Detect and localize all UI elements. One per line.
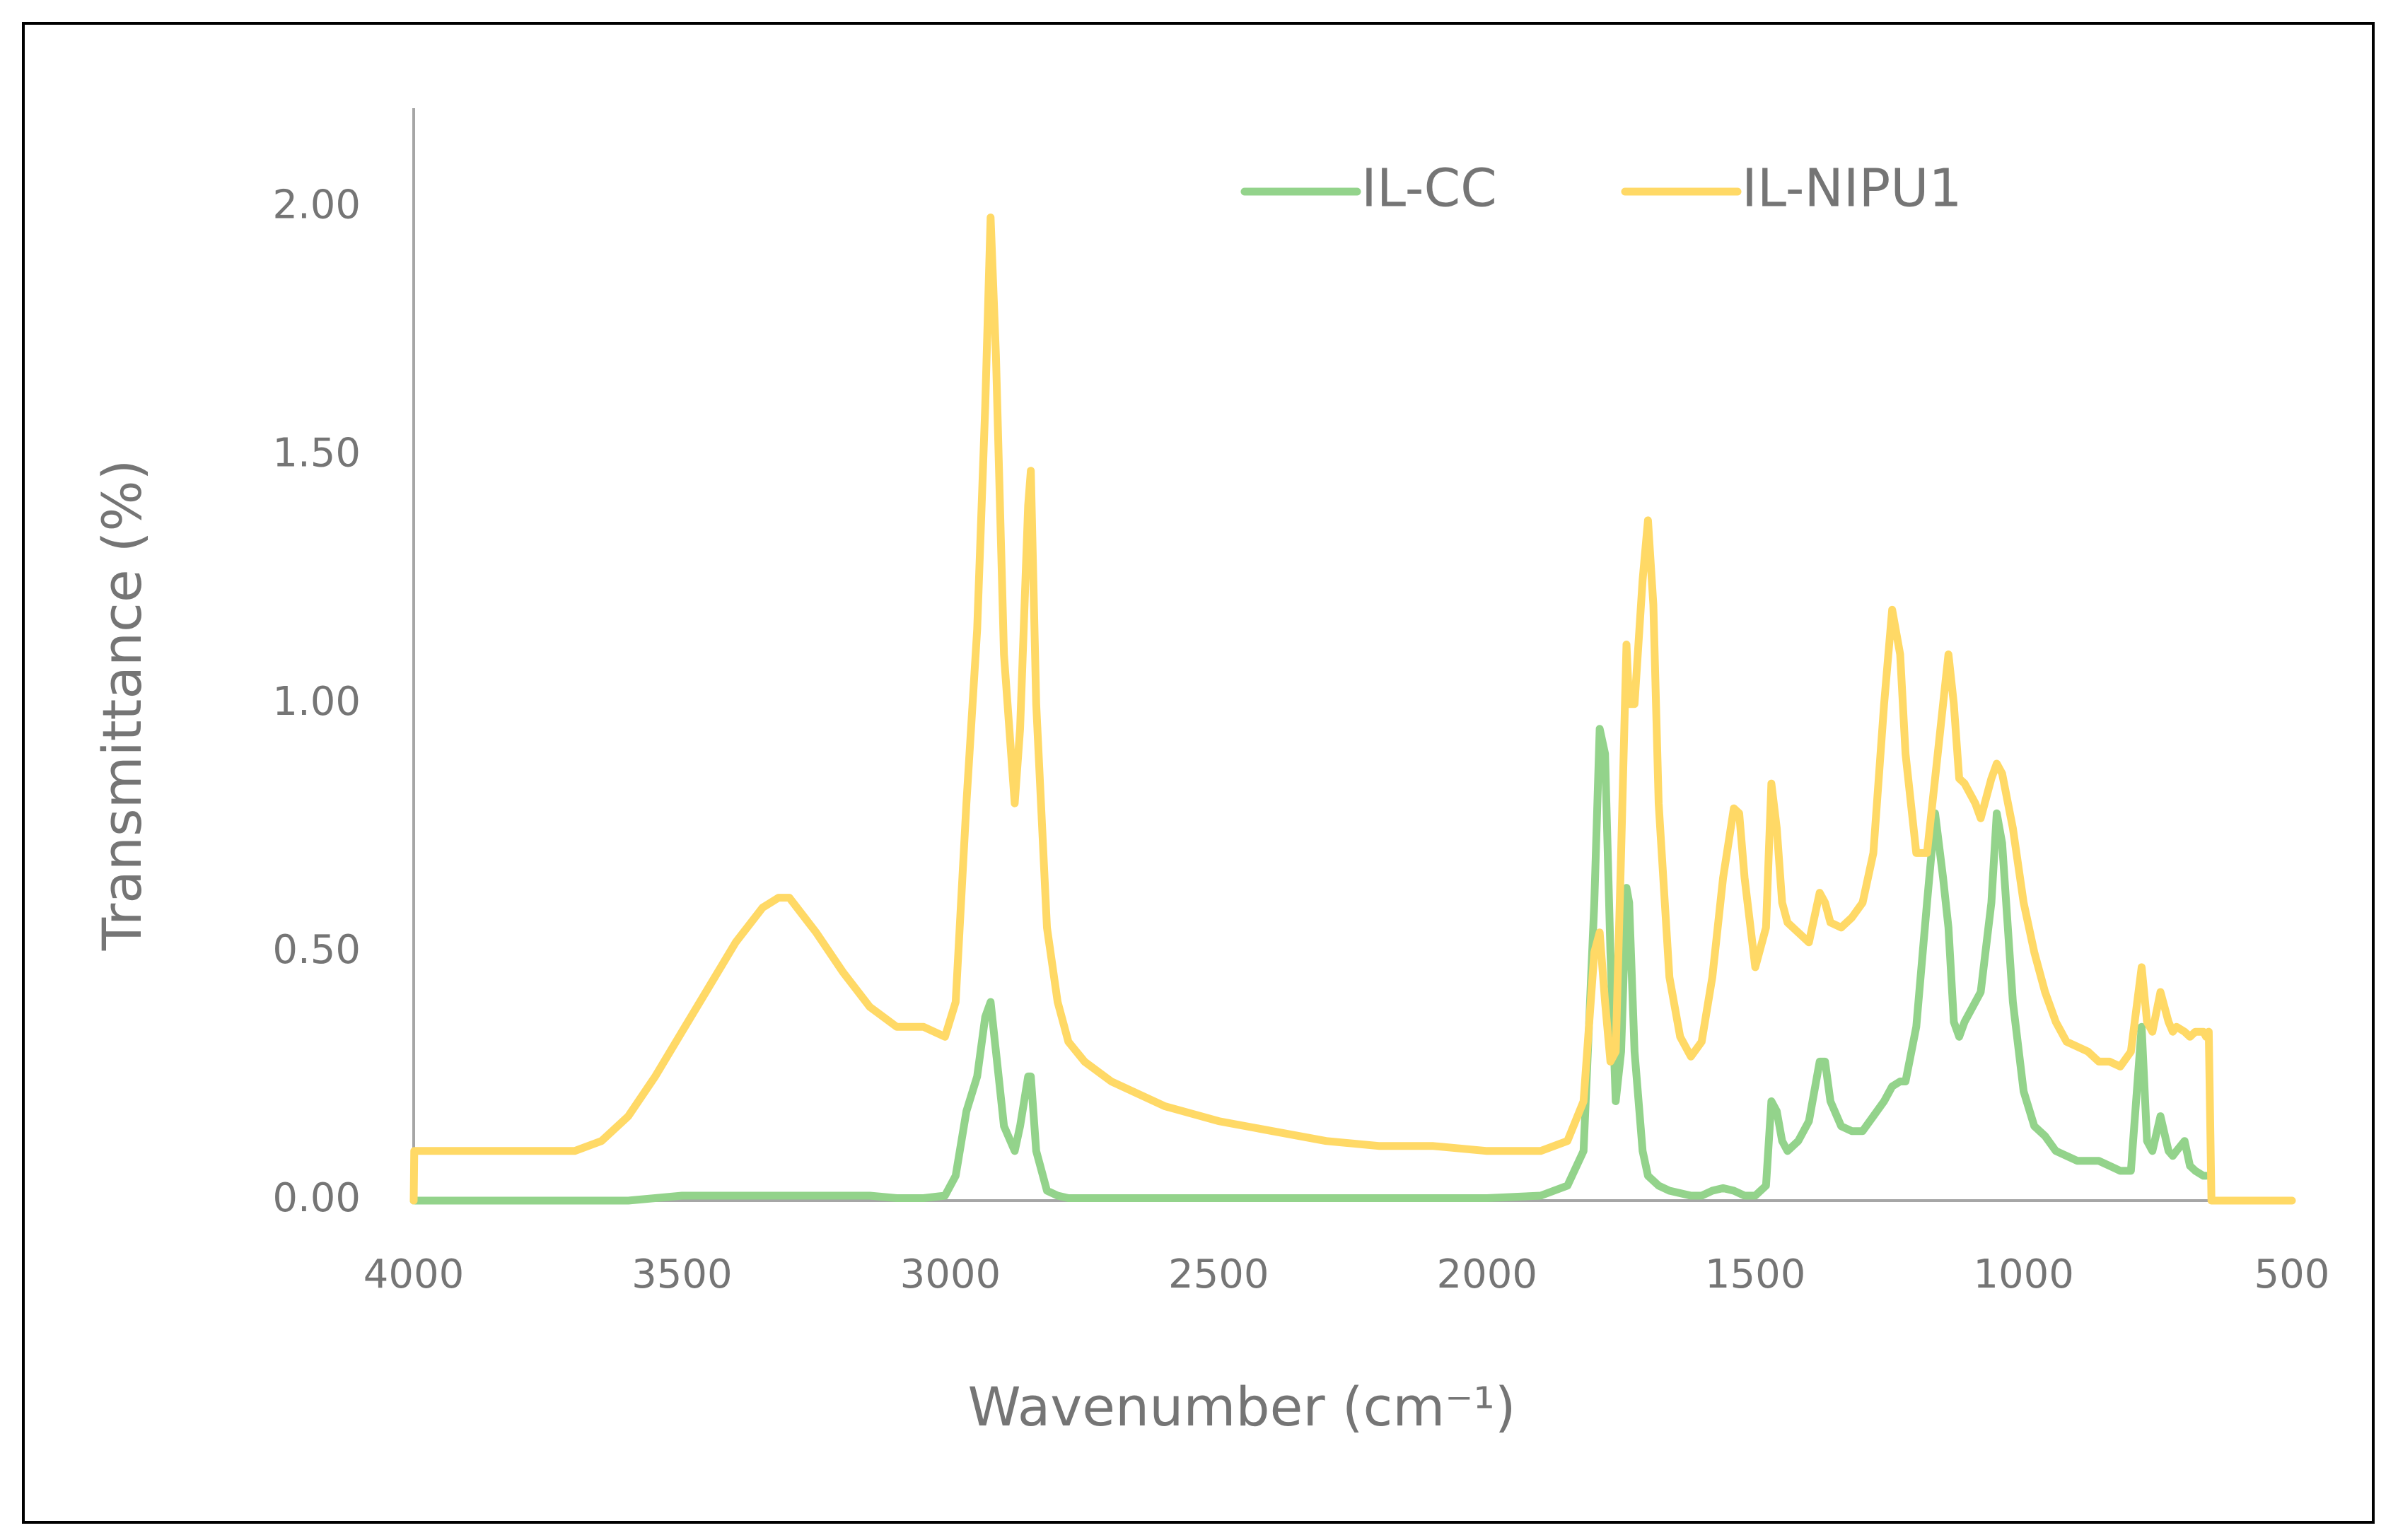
- x-tick-label: 3000: [900, 1252, 1001, 1297]
- legend-label: IL-CC: [1361, 158, 1497, 219]
- y-tick-label: 0.00: [272, 1175, 361, 1221]
- line-series: [409, 214, 2296, 1205]
- line-series: [409, 725, 2211, 1205]
- y-tick-label: 1.00: [272, 679, 361, 725]
- x-tick-label: 500: [2254, 1252, 2330, 1297]
- y-tick-label: 2.00: [272, 182, 361, 228]
- legend-label: IL-NIPU1: [1742, 158, 1962, 219]
- x-axis-title: Wavenumber (cm⁻¹): [967, 1375, 1515, 1438]
- x-tick-label: 1000: [1973, 1252, 2074, 1297]
- x-tick-label: 4000: [363, 1252, 465, 1297]
- y-tick-label: 0.50: [272, 927, 361, 973]
- y-tick-label: 1.50: [272, 431, 361, 477]
- x-tick-label: 2000: [1436, 1252, 1537, 1297]
- y-axis-title: Transmittance (%): [91, 460, 153, 952]
- x-tick-label: 2500: [1168, 1252, 1269, 1297]
- x-tick-label: 3500: [631, 1252, 733, 1297]
- x-tick-label: 1500: [1705, 1252, 1806, 1297]
